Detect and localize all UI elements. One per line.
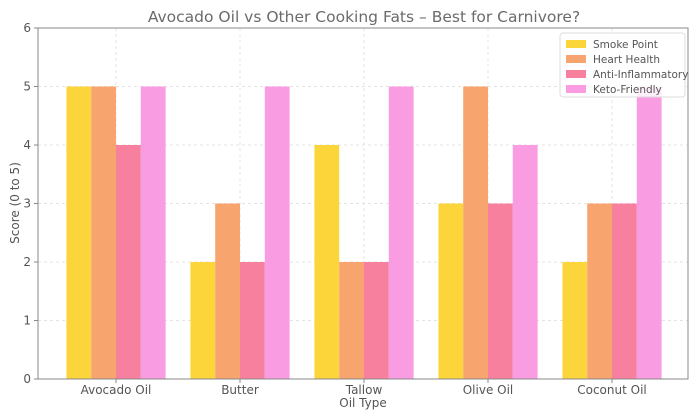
bar-keto-friendly-butter [264, 86, 290, 379]
bar-anti-inflammatory-butter [240, 262, 265, 379]
legend-swatch [566, 55, 586, 63]
bar-smoke-point-avocado-oil [66, 86, 92, 379]
bar-heart-health-olive-oil [463, 86, 488, 379]
x-tick-label: Tallow [345, 383, 383, 397]
legend-label: Smoke Point [593, 39, 658, 51]
bar-anti-inflammatory-olive-oil [488, 203, 513, 379]
bar-keto-friendly-avocado-oil [140, 86, 166, 379]
y-tick-label: 2 [23, 255, 31, 269]
y-axis-label: Score (0 to 5) [8, 162, 22, 244]
x-tick-label: Butter [221, 383, 259, 397]
bar-smoke-point-tallow [314, 145, 340, 379]
bar-heart-health-avocado-oil [91, 86, 116, 379]
legend-label: Keto-Friendly [593, 84, 662, 96]
legend-label: Anti-Inflammatory [593, 69, 688, 81]
legend-swatch [566, 85, 586, 93]
bar-keto-friendly-olive-oil [512, 145, 538, 379]
y-tick-label: 4 [23, 138, 31, 152]
chart-title: Avocado Oil vs Other Cooking Fats – Best… [148, 8, 580, 26]
x-tick-label: Olive Oil [463, 383, 514, 397]
bar-anti-inflammatory-coconut-oil [612, 203, 637, 379]
legend-label: Heart Health [593, 54, 660, 66]
bar-smoke-point-olive-oil [438, 203, 464, 379]
bar-anti-inflammatory-avocado-oil [116, 145, 141, 379]
x-axis-label: Oil Type [339, 396, 387, 410]
bar-smoke-point-butter [190, 262, 216, 379]
legend-swatch [566, 40, 586, 48]
y-tick-label: 0 [23, 372, 31, 386]
bar-keto-friendly-coconut-oil [636, 86, 662, 379]
legend-swatch [566, 70, 586, 78]
bars [66, 86, 662, 379]
y-tick-label: 1 [23, 314, 31, 328]
y-tick-label: 3 [23, 197, 31, 211]
bar-smoke-point-coconut-oil [562, 262, 588, 379]
bar-heart-health-tallow [339, 262, 364, 379]
x-axis-ticks: Avocado Oil Butter Tallow Olive Oil Coconut … [81, 379, 647, 397]
y-axis-ticks: 0 1 2 3 4 5 6 [23, 21, 38, 386]
x-tick-label: Coconut Oil [577, 383, 647, 397]
bar-heart-health-coconut-oil [587, 203, 612, 379]
bar-heart-health-butter [215, 203, 240, 379]
legend: Smoke Point Heart Health Anti-Inflammatory… [559, 32, 688, 98]
y-tick-label: 6 [23, 21, 31, 35]
y-tick-label: 5 [23, 80, 31, 94]
legend-box [559, 32, 686, 98]
bar-anti-inflammatory-tallow [364, 262, 389, 379]
bar-keto-friendly-tallow [388, 86, 414, 379]
x-tick-label: Avocado Oil [81, 383, 152, 397]
